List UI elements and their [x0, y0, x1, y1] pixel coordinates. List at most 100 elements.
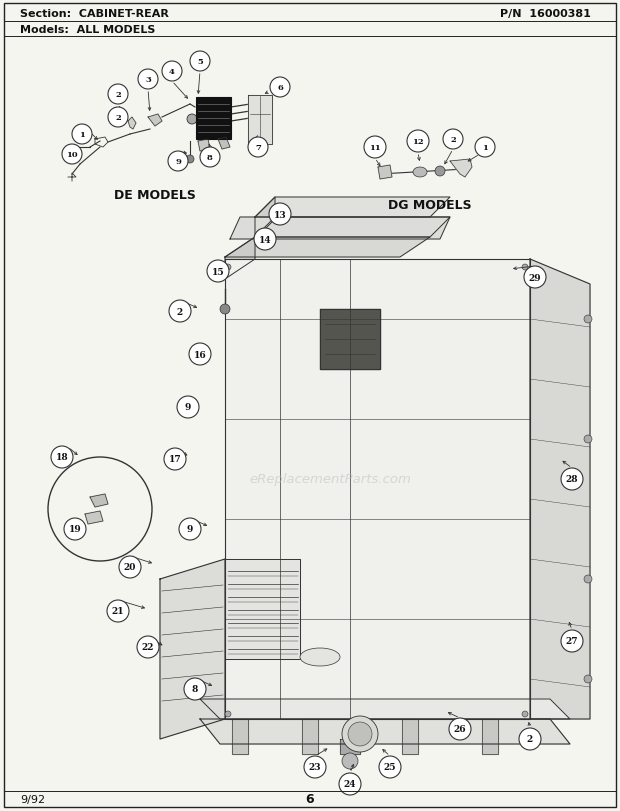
Polygon shape [198, 139, 210, 152]
Polygon shape [232, 719, 248, 754]
Polygon shape [530, 260, 590, 719]
Circle shape [108, 108, 128, 128]
Circle shape [561, 469, 583, 491]
Circle shape [177, 397, 199, 418]
Circle shape [342, 753, 358, 769]
Polygon shape [402, 719, 418, 754]
Circle shape [225, 711, 231, 717]
Text: 6: 6 [277, 84, 283, 92]
Polygon shape [255, 198, 450, 217]
Text: 18: 18 [56, 453, 68, 462]
Text: 23: 23 [309, 762, 321, 771]
Polygon shape [255, 198, 275, 240]
Circle shape [522, 711, 528, 717]
Text: 1: 1 [79, 131, 85, 139]
Circle shape [189, 344, 211, 366]
Circle shape [269, 204, 291, 225]
Text: 1: 1 [482, 144, 488, 152]
Polygon shape [225, 560, 300, 659]
Text: 11: 11 [369, 144, 381, 152]
Text: 24: 24 [343, 779, 356, 788]
Text: P/N  16000381: P/N 16000381 [500, 9, 591, 19]
Polygon shape [225, 260, 530, 719]
Text: 9: 9 [185, 403, 191, 412]
Circle shape [561, 630, 583, 652]
Polygon shape [378, 165, 392, 180]
Circle shape [522, 264, 528, 271]
Circle shape [119, 556, 141, 578]
Polygon shape [225, 238, 430, 258]
Bar [196, 98, 231, 139]
Circle shape [407, 131, 429, 152]
Text: Section:  CABINET-REAR: Section: CABINET-REAR [20, 9, 169, 19]
Text: 9: 9 [187, 525, 193, 534]
Text: 2: 2 [115, 91, 121, 99]
Polygon shape [218, 138, 230, 150]
Circle shape [200, 148, 220, 168]
Text: 2: 2 [450, 135, 456, 144]
Text: 21: 21 [112, 607, 125, 616]
Text: DG MODELS: DG MODELS [388, 198, 472, 211]
Circle shape [179, 518, 201, 540]
Text: 2: 2 [527, 735, 533, 744]
Circle shape [64, 518, 86, 540]
Text: 27: 27 [565, 637, 578, 646]
Circle shape [187, 115, 197, 125]
Circle shape [379, 756, 401, 778]
Text: 2: 2 [177, 307, 183, 316]
Circle shape [168, 152, 188, 172]
Text: 7: 7 [255, 144, 261, 152]
Circle shape [348, 722, 372, 746]
Circle shape [190, 52, 210, 72]
Circle shape [51, 446, 73, 469]
Circle shape [339, 773, 361, 795]
Circle shape [584, 315, 592, 324]
Text: DE MODELS: DE MODELS [114, 188, 196, 201]
Circle shape [108, 85, 128, 105]
Text: 6: 6 [306, 792, 314, 805]
Circle shape [48, 457, 152, 561]
Text: 17: 17 [169, 455, 181, 464]
Text: 5: 5 [197, 58, 203, 66]
Polygon shape [160, 560, 225, 739]
Polygon shape [200, 699, 570, 719]
Circle shape [342, 716, 378, 752]
Circle shape [364, 137, 386, 159]
Circle shape [449, 718, 471, 740]
Text: 2: 2 [115, 114, 121, 122]
Polygon shape [450, 160, 472, 178]
Ellipse shape [300, 648, 340, 666]
Text: 16: 16 [193, 350, 206, 359]
Ellipse shape [413, 168, 427, 178]
Polygon shape [225, 238, 255, 280]
Text: 22: 22 [142, 642, 154, 652]
Circle shape [225, 264, 231, 271]
Circle shape [186, 156, 194, 164]
Polygon shape [200, 719, 570, 744]
Polygon shape [248, 96, 272, 145]
Circle shape [220, 305, 230, 315]
Circle shape [138, 70, 158, 90]
Circle shape [107, 600, 129, 622]
Polygon shape [340, 739, 360, 754]
Text: 8: 8 [192, 684, 198, 693]
Text: 15: 15 [211, 267, 224, 277]
Text: 26: 26 [454, 724, 466, 734]
Circle shape [475, 138, 495, 158]
Circle shape [584, 575, 592, 583]
Polygon shape [230, 217, 450, 240]
Circle shape [524, 267, 546, 289]
Text: 3: 3 [145, 76, 151, 84]
Polygon shape [320, 310, 380, 370]
Text: 29: 29 [529, 273, 541, 282]
Circle shape [164, 448, 186, 470]
Text: 25: 25 [384, 762, 396, 771]
Text: 14: 14 [259, 235, 272, 244]
Text: 13: 13 [273, 210, 286, 219]
Polygon shape [255, 217, 450, 238]
Circle shape [304, 756, 326, 778]
Polygon shape [482, 719, 498, 754]
Circle shape [443, 130, 463, 150]
Circle shape [169, 301, 191, 323]
Text: 19: 19 [69, 525, 81, 534]
